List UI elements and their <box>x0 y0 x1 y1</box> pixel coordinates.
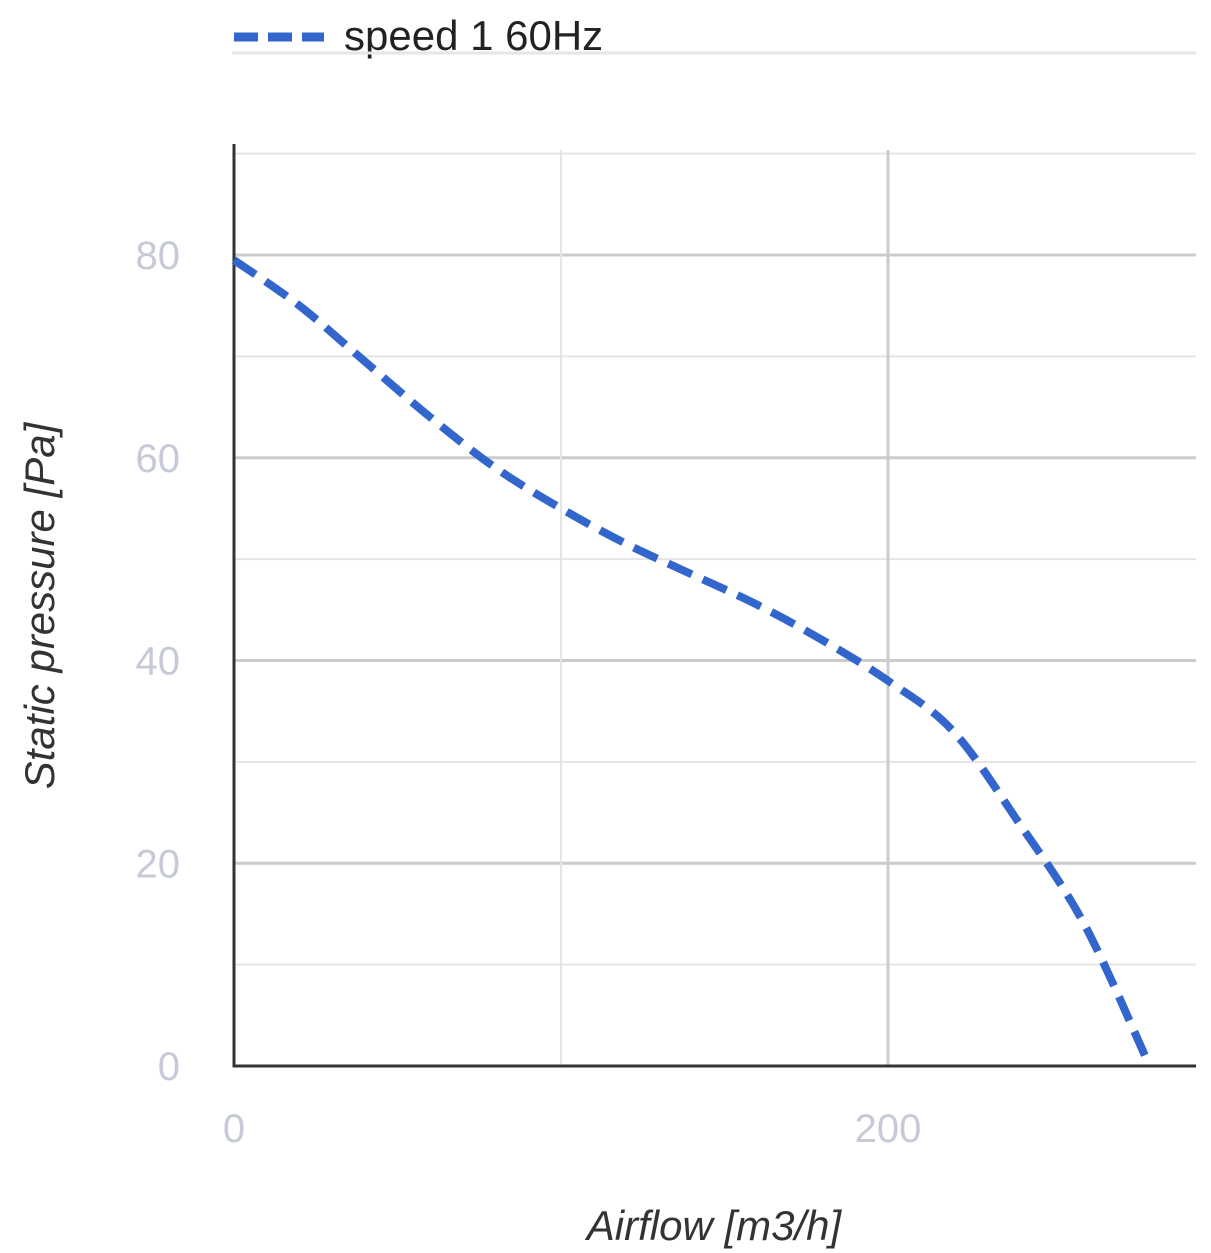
tick-labels: 0 20 40 60 80 0 200 <box>136 234 922 1151</box>
y-tick-label: 60 <box>136 437 181 481</box>
y-tick-label: 40 <box>136 640 181 684</box>
x-tick-label: 200 <box>855 1107 922 1151</box>
y-tick-label: 80 <box>136 234 181 278</box>
legend: speed 1 60Hz <box>232 12 1196 59</box>
y-tick-label: 20 <box>136 842 181 886</box>
y-axis-title: Static pressure [Pa] <box>16 421 63 789</box>
series-line <box>231 256 1154 1068</box>
y-tick-label: 0 <box>158 1045 180 1089</box>
grid <box>234 150 1196 1066</box>
series-layer <box>231 256 1154 1068</box>
x-tick-label: 0 <box>223 1107 245 1151</box>
legend-label: speed 1 60Hz <box>344 12 603 59</box>
axes <box>232 144 1196 1068</box>
x-axis-title: Airflow [m3/h] <box>584 1202 843 1249</box>
